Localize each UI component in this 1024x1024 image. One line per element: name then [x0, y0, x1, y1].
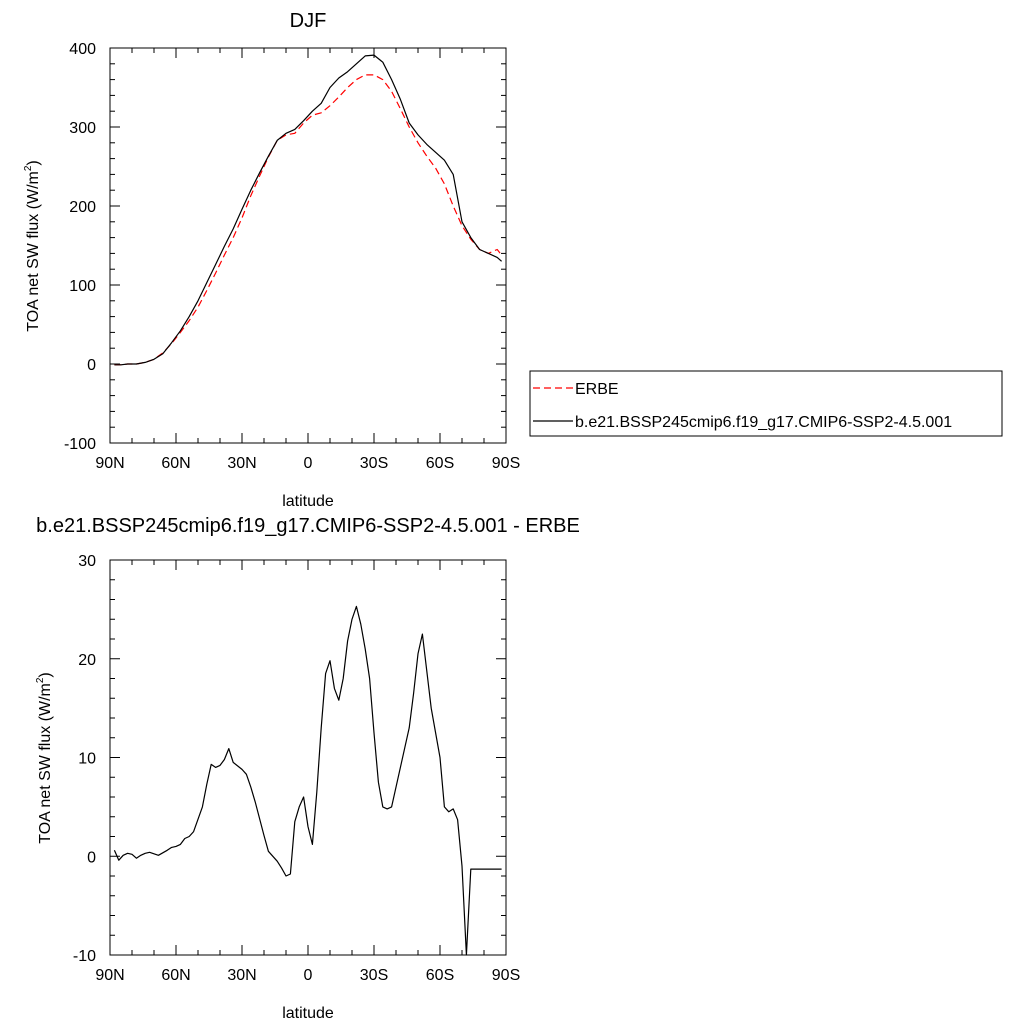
y-tick-label: 10 — [78, 751, 96, 768]
x-tick-label: 0 — [304, 967, 313, 984]
series-group — [114, 54, 503, 366]
series-line-0 — [114, 74, 503, 366]
y-tick-label: 0 — [87, 849, 96, 866]
chart-difference: b.e21.BSSP245cmip6.f19_g17.CMIP6-SSP2-4.… — [35, 515, 580, 1022]
y-tick-label: 20 — [78, 652, 96, 669]
axes: 90N 60N 30N 0 30S 60S 90S -10 0 10 20 30 — [73, 553, 520, 984]
y-axis-label-main: TOA net SW flux (W/m — [25, 171, 42, 332]
y-axis-label: TOA net SW flux (W/m2) — [35, 672, 54, 844]
x-tick-label: 60S — [426, 455, 454, 472]
y-tick-label: 400 — [69, 41, 96, 58]
legend-label-erbe: ERBE — [575, 381, 619, 398]
x-tick-label: 60N — [161, 967, 190, 984]
x-axis-label: latitude — [282, 493, 334, 510]
x-tick-label: 90N — [95, 455, 124, 472]
y-tick-label: 0 — [87, 357, 96, 374]
x-tick-label: 30N — [227, 967, 256, 984]
y-tick-label: 300 — [69, 120, 96, 137]
x-tick-label: 90S — [492, 455, 520, 472]
x-axis-label: latitude — [282, 1005, 334, 1022]
chart-title: b.e21.BSSP245cmip6.f19_g17.CMIP6-SSP2-4.… — [36, 515, 580, 537]
chart-title: DJF — [290, 10, 327, 32]
plot-frame — [109, 47, 507, 444]
y-axis-label: TOA net SW flux (W/m2) — [23, 160, 42, 332]
chart-djf: DJF 90N 60N 30N 0 30S 60S 90S -100 0 100 200 300 400… — [23, 10, 1003, 510]
y-tick-label: -100 — [64, 436, 96, 453]
y-axis-label-sup: 2 — [35, 677, 46, 683]
y-tick-label: 100 — [69, 278, 96, 295]
y-axis-label-sup: 2 — [23, 165, 34, 171]
x-tick-label: 30N — [227, 455, 256, 472]
legend-box — [529, 370, 1003, 437]
legend: ERBE b.e21.BSSP245cmip6.f19_g17.CMIP6-SS… — [529, 370, 1003, 437]
y-tick-label: -10 — [73, 948, 96, 965]
x-tick-label: 0 — [304, 455, 313, 472]
x-tick-label: 90S — [492, 967, 520, 984]
series-line-0 — [113, 605, 502, 956]
y-tick-label: 200 — [69, 199, 96, 216]
axes: 90N 60N 30N 0 30S 60S 90S -100 0 100 200 300 400 — [64, 41, 520, 472]
y-tick-label: 30 — [78, 553, 96, 570]
x-tick-label: 60S — [426, 967, 454, 984]
y-axis-label-main: TOA net SW flux (W/m — [37, 683, 54, 844]
y-axis-label-close: ) — [25, 160, 42, 165]
x-tick-label: 90N — [95, 967, 124, 984]
legend-label-model: b.e21.BSSP245cmip6.f19_g17.CMIP6-SSP2-4.… — [575, 414, 952, 431]
x-tick-label: 60N — [161, 455, 190, 472]
series-line-1 — [114, 54, 502, 366]
x-tick-label: 30S — [360, 455, 388, 472]
plot-frame — [109, 559, 507, 956]
y-axis-label-close: ) — [37, 672, 54, 677]
x-tick-label: 30S — [360, 967, 388, 984]
series-group — [113, 605, 502, 956]
